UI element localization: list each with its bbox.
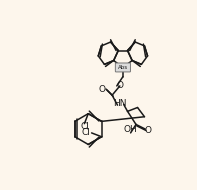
Text: Cl: Cl xyxy=(81,122,90,131)
Text: O: O xyxy=(116,82,123,90)
Text: Abs: Abs xyxy=(118,65,128,70)
Text: O: O xyxy=(99,85,106,94)
Text: OH: OH xyxy=(124,125,138,134)
Text: O: O xyxy=(145,126,152,135)
FancyBboxPatch shape xyxy=(115,63,130,72)
Text: Cl: Cl xyxy=(82,128,91,137)
Text: HN: HN xyxy=(113,99,127,108)
